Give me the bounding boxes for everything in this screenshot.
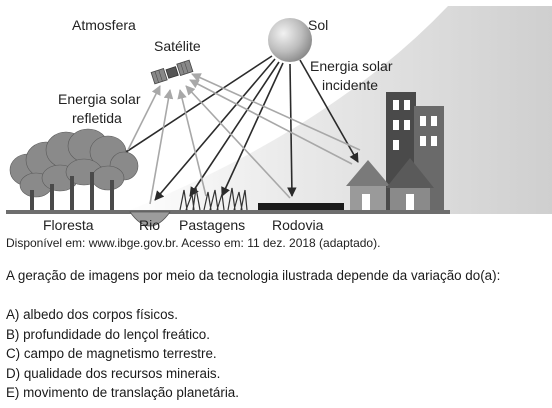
option-a[interactable]: A) albedo dos corpos físicos. [6, 307, 178, 322]
ground [6, 210, 450, 214]
option-d[interactable]: D) qualidade dos recursos minerais. [6, 365, 221, 381]
road-icon [258, 203, 344, 210]
answer-options: A) albedo dos corpos físicos. B) profund… [6, 305, 239, 403]
incident-arrows [119, 55, 359, 201]
option-c[interactable]: C) campo de magnetismo terrestre. [6, 346, 217, 362]
remote-sensing-diagram: Atmosfera Satélite Sol Energia solar inc… [6, 6, 552, 233]
sun-icon [268, 18, 312, 62]
incident-label-line2: incidente [322, 77, 378, 93]
pasture-icon [179, 187, 248, 211]
road-label: Rodovia [272, 217, 324, 233]
atmosphere-label: Atmosfera [72, 17, 136, 33]
satellite-icon [150, 59, 194, 85]
pastures-label: Pastagens [179, 217, 245, 233]
reflected-arrows [127, 73, 361, 205]
reflected-label-line1: Energia solar [58, 91, 141, 107]
forest-label: Floresta [43, 217, 94, 233]
incident-label-line1: Energia solar [310, 58, 393, 74]
river-label: Rio [139, 217, 160, 233]
satellite-label: Satélite [154, 38, 201, 54]
sun-label: Sol [308, 17, 328, 33]
option-e[interactable]: E) movimento de translação planetária. [6, 385, 239, 401]
city-icon [346, 92, 444, 210]
reflected-label-line2: refletida [72, 110, 122, 126]
river-icon [129, 211, 171, 227]
option-b[interactable]: B) profundidade do lençol freático. [6, 326, 210, 342]
forest-icon [9, 128, 139, 212]
source-caption: Disponível em: www.ibge.gov.br. Acesso e… [6, 236, 381, 250]
question-text: A geração de imagens por meio da tecnolo… [6, 268, 501, 283]
